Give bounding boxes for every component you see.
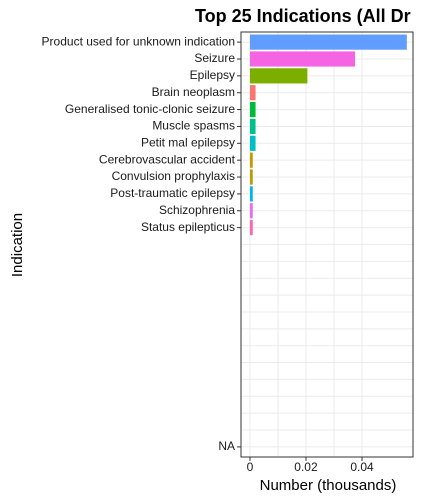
bar <box>249 152 253 168</box>
x-axis-title: Number (thousands) <box>260 477 397 494</box>
bar <box>249 101 256 118</box>
bar <box>249 169 253 185</box>
y-tick-label: Seizure <box>194 51 235 65</box>
bar <box>249 203 253 219</box>
bar <box>249 186 253 202</box>
bar <box>249 220 253 236</box>
y-axis-title: Indication <box>9 213 26 277</box>
y-tick-label: Muscle spasms <box>152 119 235 133</box>
bar <box>249 51 356 67</box>
y-tick-label: Petit mal epilepsy <box>141 135 235 149</box>
y-tick-label: Epilepsy <box>190 68 235 82</box>
y-tick-label: Status epilepticus <box>141 220 235 234</box>
y-tick-label: NA <box>218 439 235 453</box>
bar <box>249 118 256 135</box>
panel-border <box>240 31 414 458</box>
x-tick-label: 0.04 <box>350 460 374 474</box>
y-tick-label: Generalised tonic-clonic seizure <box>65 102 235 116</box>
y-tick-label: Post-traumatic epilepsy <box>110 186 235 200</box>
y-tick-label: Cerebrovascular accident <box>99 152 236 166</box>
chart-title: Top 25 Indications (All Dr <box>195 6 411 26</box>
x-tick-label: 0 <box>247 460 254 474</box>
y-tick-label: Brain neoplasm <box>152 85 235 99</box>
bar <box>249 34 407 50</box>
x-tick-label: 0.02 <box>294 460 318 474</box>
y-tick-label: Product used for unknown indication <box>42 34 235 48</box>
bar <box>249 85 256 101</box>
y-tick-label: Schizophrenia <box>159 203 235 217</box>
y-tick-label: Convulsion prophylaxis <box>112 169 235 183</box>
bar <box>249 135 256 151</box>
bar <box>249 68 308 84</box>
